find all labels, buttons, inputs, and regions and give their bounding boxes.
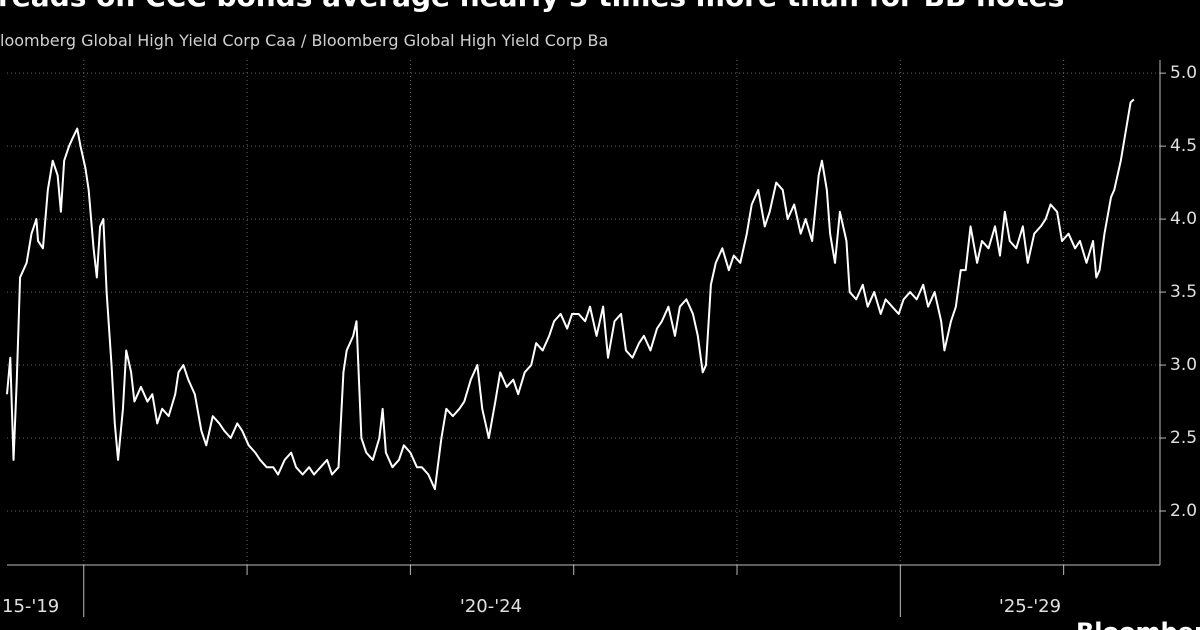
data-line <box>6 98 1135 491</box>
y-tick-label: 4.0 <box>1170 209 1197 229</box>
chart-title: reads on CCC bonds average nearly 3 time… <box>0 0 1064 13</box>
y-tick-label: 2.5 <box>1170 428 1197 448</box>
y-tick-label: 4.5 <box>1170 136 1197 156</box>
source-brand: Bloomberg <box>1076 618 1200 630</box>
chart-subtitle: loomberg Global High Yield Corp Caa / Bl… <box>0 31 608 50</box>
y-tick-label: 3.0 <box>1170 355 1197 375</box>
y-tick-label: 3.5 <box>1170 282 1197 302</box>
period-label: 15-'19 <box>2 596 59 617</box>
y-tick-label: 2.0 <box>1170 501 1197 521</box>
period-label: '25-'29 <box>999 596 1061 617</box>
y-tick-label: 5.0 <box>1170 63 1197 83</box>
period-label: '20-'24 <box>460 596 522 617</box>
